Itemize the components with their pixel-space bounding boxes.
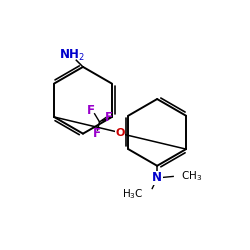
- Text: F: F: [87, 104, 95, 117]
- Text: F: F: [105, 111, 113, 124]
- Text: N: N: [152, 171, 162, 184]
- Text: H$_3$C: H$_3$C: [122, 187, 144, 201]
- Text: F: F: [93, 127, 101, 140]
- Text: CH$_3$: CH$_3$: [180, 170, 202, 183]
- Text: O: O: [115, 128, 125, 138]
- Text: NH$_2$: NH$_2$: [59, 48, 85, 63]
